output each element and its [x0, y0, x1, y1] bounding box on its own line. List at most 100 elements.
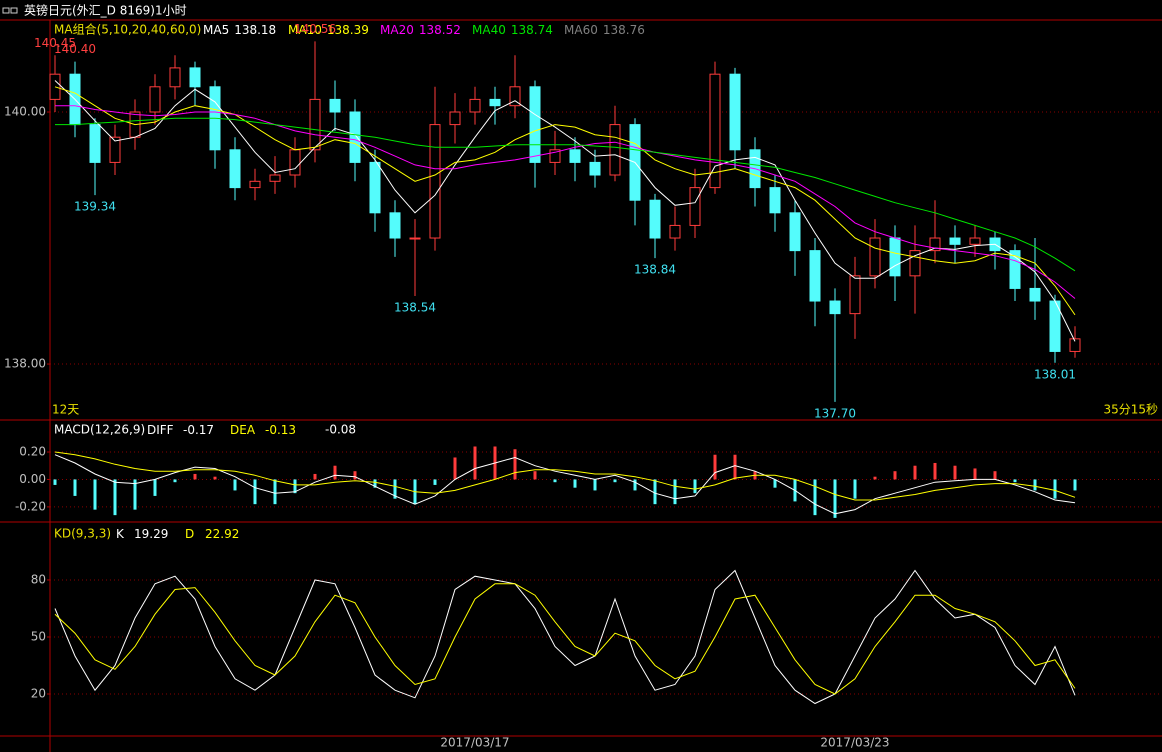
macd-bar [53, 479, 57, 485]
chart-title: 英镑日元(外汇_D 8169)1小时 [24, 3, 187, 18]
macd-bar [393, 479, 397, 499]
macd-bar [273, 479, 277, 505]
macd-bar [833, 479, 837, 518]
extreme-label: 140.45 [34, 36, 76, 50]
y-tick-label: 50 [31, 629, 46, 643]
extreme-label: 137.70 [814, 406, 856, 420]
macd-bar [153, 479, 157, 496]
candle-body [669, 224, 681, 239]
candle-body [949, 237, 961, 245]
candle-body [1029, 287, 1041, 302]
indicator-label: MA组合(5,10,20,40,60,0) [54, 22, 201, 37]
candle-body [549, 149, 561, 163]
candle-body [769, 187, 781, 214]
macd-bar [233, 479, 237, 491]
legend-name: DIFF [147, 423, 174, 437]
legend-name: MA5 [203, 23, 229, 37]
period-note: 12天 [52, 403, 79, 417]
candle-body [889, 237, 901, 277]
candle-body [89, 124, 101, 163]
macd-bar [133, 479, 137, 510]
macd-bar [473, 446, 477, 480]
macd-bar [373, 479, 377, 488]
candle-body [789, 212, 801, 252]
window-icon [10, 7, 18, 14]
macd-bar [533, 471, 537, 480]
candle-body [569, 149, 581, 163]
candle-body [829, 300, 841, 315]
ma-line [54, 86, 1076, 316]
macd-bar [553, 479, 557, 483]
macd-bar [693, 479, 697, 494]
y-tick-label: 0.20 [19, 444, 46, 458]
legend-value: 138.52 [419, 23, 461, 37]
legend-entry: DEA -0.13 [230, 423, 296, 437]
y-tick-label: 140.00 [4, 104, 46, 118]
candle-body [109, 136, 121, 163]
legend-name: MA60 [564, 23, 598, 37]
y-tick-label: 138.00 [4, 357, 46, 371]
ma-line [55, 105, 1076, 299]
macd-bar [453, 457, 457, 480]
macd-bar [613, 479, 617, 483]
macd-bar [713, 454, 717, 480]
extreme-label: 139.34 [74, 200, 116, 214]
macd-bar [1053, 479, 1057, 499]
legend-name: DEA [230, 423, 256, 437]
macd-bar [173, 479, 177, 483]
candle-body [369, 161, 381, 214]
candle-body [469, 98, 481, 113]
extreme-label: 138.54 [394, 300, 436, 314]
macd-bar [193, 473, 197, 480]
candle-body [309, 98, 321, 151]
legend-name: MA20 [380, 23, 414, 37]
extreme-label: 140.56 [294, 22, 336, 36]
legend-value: -0.13 [265, 423, 296, 437]
ma-line [54, 80, 1076, 342]
extreme-label: 140.40 [54, 42, 96, 56]
candle-body [269, 174, 281, 182]
macd-bar [893, 471, 897, 480]
candle-body [489, 98, 501, 107]
candle-body [409, 237, 421, 240]
ma-line [55, 117, 1076, 272]
macd-bar [313, 473, 317, 480]
macd-bar [673, 479, 677, 505]
candle-body [929, 237, 941, 252]
macd-bar [653, 479, 657, 505]
macd-bar [1073, 479, 1077, 491]
macd-bar [433, 479, 437, 485]
legend-value: 138.74 [511, 23, 553, 37]
candle-body [869, 237, 881, 277]
candle-body [189, 67, 201, 88]
legend-value: -0.17 [183, 423, 214, 437]
legend-value: 138.18 [234, 23, 276, 37]
legend-value: 138.39 [327, 23, 369, 37]
macd-bar [93, 479, 97, 510]
legend-value: 19.29 [134, 527, 168, 541]
ma-line [54, 451, 1076, 501]
legend-name: K [116, 527, 125, 541]
candle-body [389, 212, 401, 239]
macd-bar [773, 479, 777, 488]
macd-bar [933, 462, 937, 480]
x-tick-label: 2017/03/17 [440, 736, 509, 750]
ma-line [54, 583, 1076, 695]
ma-line [54, 569, 1076, 705]
candle-body [969, 237, 981, 245]
macd-bar [333, 465, 337, 480]
macd-bar [913, 465, 917, 480]
candle-body [249, 180, 261, 189]
candle-body [589, 161, 601, 176]
candle-body [849, 275, 861, 315]
macd-bar [973, 468, 977, 480]
extreme-label: 138.84 [634, 263, 676, 277]
candle-body [149, 86, 161, 113]
legend-entry: DIFF -0.17 [147, 423, 214, 437]
extreme-label: 138.01 [1034, 367, 1076, 381]
legend-value: 138.76 [603, 23, 645, 37]
legend-entry: MA20 138.52 [380, 23, 461, 37]
ma-line [54, 454, 1076, 515]
